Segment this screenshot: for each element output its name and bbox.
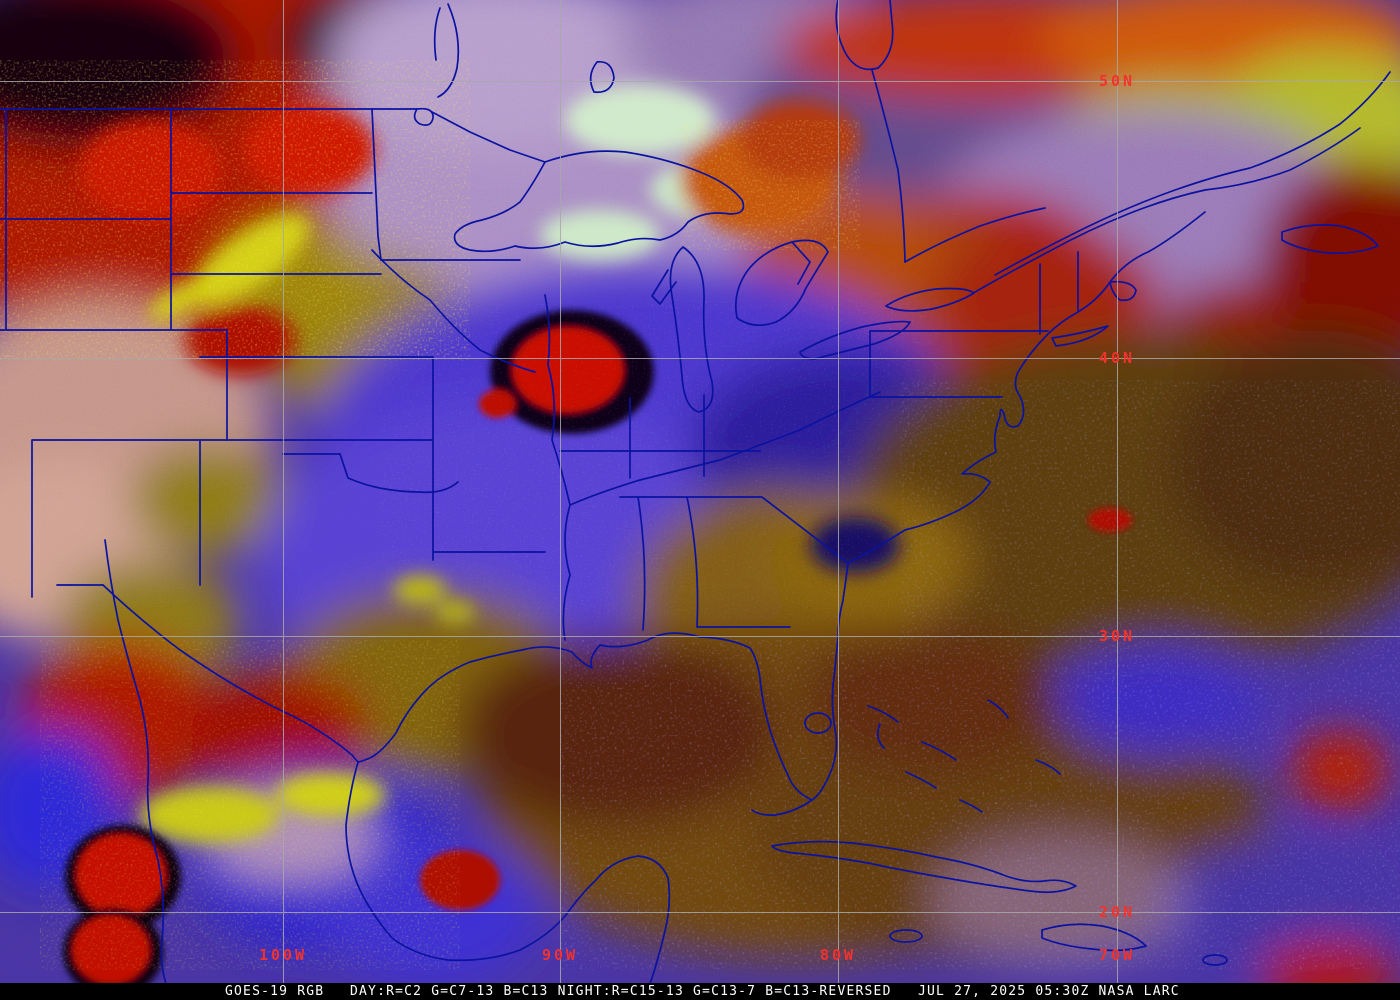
lon-label-100w: 100W (258, 946, 308, 964)
western-state-borders (0, 108, 546, 598)
lake-ontario (885, 287, 975, 312)
lake-superior (453, 150, 745, 253)
lat-label-30n: 30N (1098, 627, 1136, 645)
puerto-rico (1202, 954, 1228, 966)
nova-scotia (1281, 224, 1379, 254)
cuba-coastline (771, 840, 1077, 894)
long-island (1051, 325, 1109, 347)
lon-label-90w: 90W (541, 946, 579, 964)
ohio-river (569, 391, 881, 506)
florida-coastline (699, 562, 849, 816)
lon-label-70w: 70W (1098, 946, 1136, 964)
gulf-coastline (345, 632, 701, 984)
eastern-state-borders (559, 251, 1079, 631)
lat-label-50n: 50N (1098, 72, 1136, 90)
caption-bar: GOES-19 RGB DAY:R=C2 G=C7-13 B=C13 NIGHT… (0, 983, 1400, 1000)
missouri-river (371, 249, 536, 373)
lake-winnipeg (433, 3, 460, 98)
james-bay (835, 0, 894, 71)
bahamas (867, 699, 1061, 813)
lake-huron (734, 239, 829, 327)
lake-michigan (651, 246, 714, 413)
lake-nipigon (589, 60, 615, 94)
caption-recipe: DAY:R=C2 G=C7-13 B=C13 NIGHT:R=C15-13 G=… (350, 984, 892, 999)
minnesota-shore (413, 107, 546, 163)
caption-product: GOES-19 RGB (225, 984, 325, 999)
lake-okeechobee (804, 712, 832, 734)
map-boundaries-layer (0, 0, 1391, 984)
hispaniola-coastline (1041, 923, 1147, 952)
ottawa-river (904, 207, 1046, 263)
rio-grande (102, 584, 359, 763)
jamaica (889, 929, 923, 943)
st-lawrence-river (974, 71, 1391, 293)
atlantic-coastline (847, 211, 1206, 564)
lat-label-40n: 40N (1098, 349, 1136, 367)
mexico-inland-river (104, 539, 167, 984)
caption-timestamp: JUL 27, 2025 05:30Z NASA LARC (918, 984, 1180, 999)
lon-label-80w: 80W (819, 946, 857, 964)
ontario-quebec-border (871, 69, 906, 263)
lat-label-20n: 20N (1098, 903, 1136, 921)
